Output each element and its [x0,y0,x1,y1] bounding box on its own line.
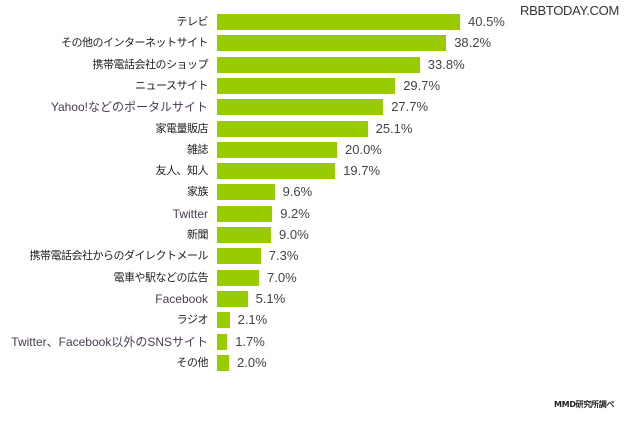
category-label: 家電量販店 [155,121,209,135]
bar-row: 携帯電話会社からのダイレクトメール 7.3% [0,247,640,265]
bar-row: ラジオ 2.1% [0,311,640,329]
bar-row: Facebook 5.1% [0,290,640,308]
category-label: Yahoo!などのポータルサイト [50,100,208,115]
bar-row: 雑誌 20.0% [0,141,640,159]
bar-row: Twitter 9.2% [0,205,640,223]
bar-row: 家族 9.6% [0,183,640,201]
bar-row: Yahoo!などのポータルサイト 27.7% [0,98,640,116]
value-label: 7.3% [268,248,299,264]
category-label: 家族 [187,185,209,199]
category-label: ラジオ [176,313,209,327]
value-label: 9.6% [282,184,313,200]
bar [217,141,337,158]
bar [217,354,229,371]
bar-row: 携帯電話会社のショップ 33.8% [0,56,640,74]
category-label: 携帯電話会社のショップ [92,57,209,71]
value-label: 38.2% [454,35,492,51]
bar [217,312,230,329]
bar-row: 家電量販店 25.1% [0,120,640,138]
bar [217,269,259,286]
bar [217,227,271,243]
category-label: Facebook [155,291,208,306]
category-label: 新聞 [187,228,209,241]
category-label: 電車や駅などの広告 [113,270,209,284]
value-label: 19.7% [343,163,381,179]
value-label: 33.8% [427,56,465,72]
bar [217,205,273,222]
bar [217,77,396,94]
bar-row: Twitter、Facebook以外のSNSサイト 1.7% [0,333,640,351]
bar-row: テレビ 40.5% [0,13,640,31]
source-footnote: MMD研究所調べ [554,400,615,409]
value-label: 20.0% [345,141,382,157]
value-label: 40.5% [468,14,505,29]
category-label: その他のインターネットサイト [61,36,209,50]
bar [217,35,447,52]
category-label: Twitter、Facebook以外のSNSサイト [11,334,208,349]
bar-row: その他 2.0% [0,354,640,372]
category-label: Twitter [172,206,208,221]
category-label: 雑誌 [187,142,209,156]
bar [217,184,275,201]
value-label: 29.7% [403,77,441,93]
value-label: 2.0% [237,354,267,370]
watermark: RBBTODAY.COM [520,3,619,18]
value-label: 9.2% [280,205,310,221]
bar-row: ニュースサイト 29.7% [0,77,640,95]
value-label: 7.0% [267,269,297,285]
value-label: 5.1% [255,290,286,306]
category-label: テレビ [176,15,209,28]
bar [217,99,384,116]
bar-row: 友人、知人 19.7% [0,162,640,180]
bar [217,120,368,137]
value-label: 1.7% [235,333,265,349]
bar [217,163,336,180]
bar-row: 電車や駅などの広告 7.0% [0,269,640,287]
bar [217,56,420,73]
category-label: その他 [176,355,209,369]
value-label: 9.0% [279,227,309,242]
bar [217,14,460,30]
bar-row: その他のインターネットサイト 38.2% [0,34,640,52]
bar [217,290,248,307]
category-label: 友人、知人 [155,164,209,178]
category-label: ニュースサイト [135,78,208,92]
value-label: 27.7% [391,99,429,115]
bar-row: 新聞 9.0% [0,226,640,244]
category-label: 携帯電話会社からのダイレクトメール [29,249,209,263]
bar [217,248,261,265]
value-label: 2.1% [237,312,268,328]
bar [217,333,228,350]
value-label: 25.1% [375,120,413,136]
